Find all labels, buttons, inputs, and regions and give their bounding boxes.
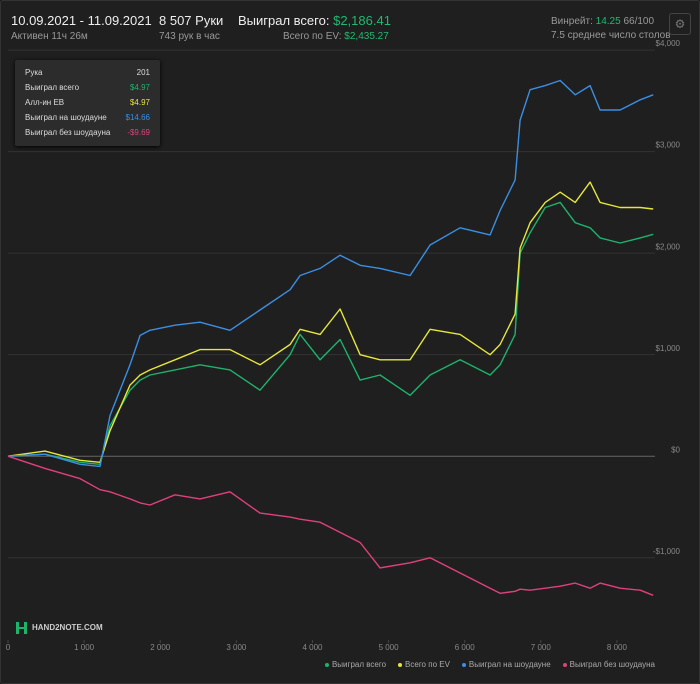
tooltip-label: Выиграл всего [25, 83, 80, 92]
series-line [7, 201, 654, 465]
won-total: Выиграл всего: $2,186.41 [238, 13, 391, 28]
x-tick-label: 8 000 [607, 643, 628, 652]
tooltip-label: Рука [25, 68, 43, 77]
legend-item: Выиграл всего [324, 660, 387, 669]
winrate-value: 14.25 [595, 16, 621, 27]
ev-value: $2,435.27 [344, 31, 389, 42]
settings-button[interactable]: ⚙ [669, 13, 691, 35]
series-line [7, 455, 654, 596]
tooltip: Рука 201 Выиграл всего $4.97 Алл-ин EB $4.97 В… [15, 60, 160, 146]
tooltip-value: -$9.69 [127, 128, 150, 137]
tooltip-row: Рука 201 [25, 68, 150, 82]
x-tick-label: 5 000 [379, 643, 400, 652]
tooltip-row: Выиграл всего $4.97 [25, 83, 150, 97]
logo [16, 627, 27, 629]
x-tick-label: 3 000 [226, 643, 247, 652]
hands-rate: 743 рук в час [159, 31, 220, 42]
legend-item: Выиграл без шоудауна [562, 660, 655, 669]
y-tick-label: $2,000 [656, 242, 681, 251]
tooltip-label: Алл-ин EB [25, 98, 65, 107]
tooltip-value: $14.66 [125, 113, 150, 122]
won-label: Выиграл всего: [238, 13, 330, 28]
legend-label: Выиграл на шоудауне [468, 660, 551, 669]
winrate-label: Винрейт: [551, 16, 593, 27]
ev-total: Всего по EV: $2,435.27 [283, 31, 389, 42]
tooltip-label: Выиграл на шоудауне [25, 113, 107, 122]
winrate-unit: 66/100 [623, 16, 655, 27]
series-line [7, 181, 654, 463]
y-tick-label: $3,000 [656, 141, 681, 150]
tooltip-value: $4.97 [129, 83, 150, 92]
watermark-text: HAND2NOTE.COM [32, 623, 103, 632]
won-value: $2,186.41 [333, 13, 391, 28]
x-tick-label: 6 000 [455, 643, 476, 652]
legend-item: Выиграл на шоудауне [461, 660, 551, 669]
y-tick-label: -$1,000 [653, 547, 681, 556]
tooltip-row: Алл-ин EB $4.97 [25, 98, 150, 112]
date-range: 10.09.2021 - 11.09.2021 [11, 13, 152, 28]
y-tick-label: $4,000 [656, 39, 681, 48]
tooltip-value: $4.97 [129, 98, 150, 107]
legend-dot [562, 662, 567, 667]
x-tick-label: 4 000 [302, 643, 323, 652]
ev-label: Всего по EV: [283, 31, 342, 42]
watermark: HAND2NOTE.COM [16, 622, 103, 634]
tooltip-row: Выиграл на шоудауне $14.66 [25, 113, 150, 127]
x-tick-label: 2 000 [150, 643, 171, 652]
x-tick-label: 0 [6, 643, 11, 652]
y-tick-label: $1,000 [656, 344, 681, 353]
x-tick-label: 1 000 [74, 643, 95, 652]
legend-dot [461, 662, 466, 667]
legend: Выиграл всего Всего по EV Выиграл на шоуда… [300, 660, 655, 669]
series-line [7, 79, 654, 468]
hands: 8 507 Руки [159, 13, 224, 28]
legend-label: Выиграл всего [331, 660, 387, 669]
tables: 7.5 среднее число столов [551, 30, 671, 41]
legend-label: Выиграл без шоудауна [569, 660, 655, 669]
tooltip-row: Выиграл без шоудауна -$9.69 [25, 128, 150, 142]
legend-dot [398, 662, 403, 667]
winrate: Винрейт: 14.25 66/100 [551, 16, 654, 27]
x-tick-label: 7 000 [531, 643, 552, 652]
legend-item: Всего по EV [398, 660, 450, 669]
legend-dot [324, 662, 329, 667]
active-time: Активен 11ч 26м [11, 31, 88, 42]
legend-label: Всего по EV [405, 660, 450, 669]
tooltip-value: 201 [136, 68, 150, 77]
y-tick-label: $0 [671, 445, 680, 454]
tooltip-label: Выиграл без шоудауна [25, 128, 111, 137]
